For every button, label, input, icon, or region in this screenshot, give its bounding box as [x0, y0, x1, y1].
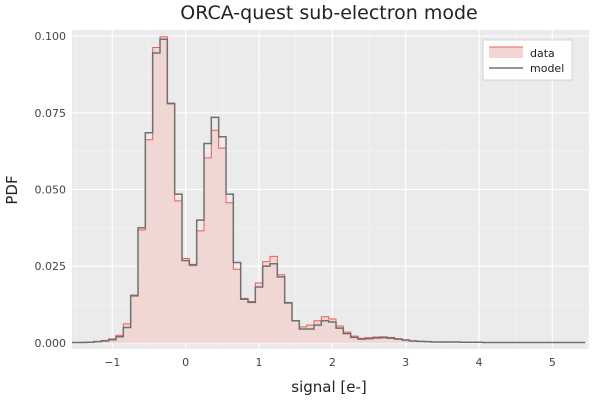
lines-layer — [72, 36, 586, 344]
hist-bar-data — [372, 337, 380, 343]
hist-bar-data — [299, 326, 307, 343]
hist-bar-data — [350, 336, 358, 343]
hist-bar-data — [306, 325, 314, 343]
hist-bar-data — [196, 230, 204, 343]
hist-bar-data — [138, 229, 146, 343]
hist-bar-data — [167, 103, 175, 343]
hist-bar-data — [116, 335, 124, 343]
legend: data model — [482, 39, 573, 81]
hist-bar-data — [108, 338, 116, 343]
hist-bar-data — [314, 320, 322, 343]
legend-label-model: model — [530, 62, 564, 75]
hist-bar-data — [233, 269, 241, 343]
hist-bar-data — [343, 332, 351, 343]
hist-bar-data — [336, 325, 344, 343]
hist-bar-data — [226, 202, 234, 343]
hist-bar-data — [123, 323, 131, 343]
hist-bar-data — [277, 274, 285, 343]
y-axis-label: PDF — [3, 175, 21, 204]
y-tick-label: 0.025 — [35, 260, 67, 273]
x-tick-label: 0 — [182, 356, 189, 369]
hist-bar-data — [130, 296, 138, 343]
hist-bar-data — [218, 148, 226, 343]
legend-label-data: data — [530, 47, 555, 60]
hist-bar-data — [152, 47, 160, 343]
hist-bar-data — [416, 341, 424, 343]
x-tick-label: −1 — [104, 356, 120, 369]
hist-bar-data — [174, 200, 182, 343]
hist-bar-data — [182, 258, 190, 343]
y-tick-label: 0.100 — [35, 30, 67, 43]
x-tick-label: 5 — [549, 356, 556, 369]
legend-swatch-data — [489, 47, 523, 58]
hist-bar-data — [270, 256, 278, 343]
hist-bar-data — [380, 336, 388, 343]
hist-bar-data — [240, 298, 248, 343]
hist-bar-data — [328, 318, 336, 343]
hist-bar-data — [409, 340, 417, 343]
hist-bar-data — [365, 337, 373, 343]
hist-bar-data — [211, 130, 219, 343]
hist-bar-data — [402, 339, 410, 343]
chart-title: ORCA-quest sub-electron mode — [180, 2, 478, 24]
hist-bar-data — [394, 338, 402, 343]
hist-bar-data — [160, 36, 168, 343]
hist-bar-data — [204, 157, 212, 343]
hist-bar-data — [262, 261, 270, 343]
hist-bar-data — [255, 283, 263, 343]
y-tick-label: 0.075 — [35, 107, 67, 120]
x-tick-label: 4 — [476, 356, 483, 369]
ticks: −1 0 1 2 3 4 5 0.000 0.025 0.050 0.075 0.100 — [35, 30, 556, 369]
series-line-model — [72, 38, 586, 344]
hist-bar-data — [321, 316, 329, 343]
fill-layer — [72, 36, 586, 343]
hist-bar-data — [387, 337, 395, 343]
hist-bar-data — [145, 139, 153, 343]
hist-bar-data — [248, 301, 256, 343]
x-tick-label: 2 — [329, 356, 336, 369]
x-axis-label: signal [e-] — [291, 378, 366, 396]
x-tick-label: 1 — [256, 356, 263, 369]
hist-bar-data — [189, 265, 197, 343]
y-tick-label: 0.000 — [35, 337, 67, 350]
y-tick-label: 0.050 — [35, 184, 67, 197]
hist-bar-data — [358, 338, 366, 343]
hist-bar-data — [284, 302, 292, 343]
hist-bar-data — [292, 320, 300, 343]
x-tick-label: 3 — [402, 356, 409, 369]
